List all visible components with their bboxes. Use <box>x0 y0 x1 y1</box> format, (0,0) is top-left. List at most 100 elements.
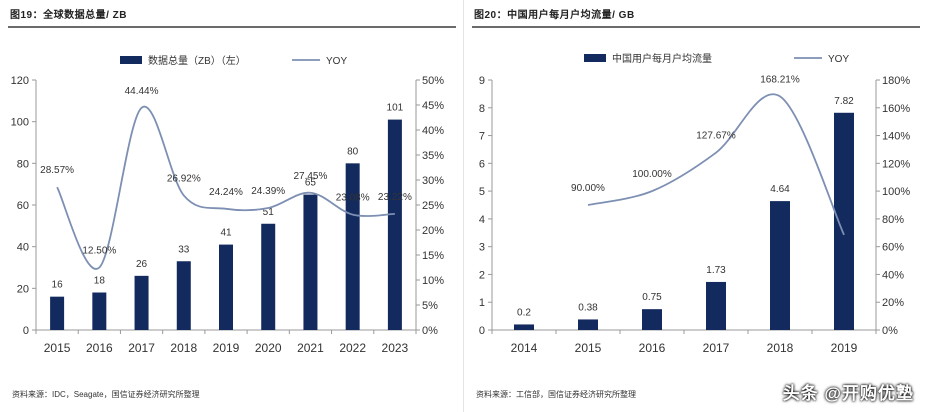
legend-bar-swatch <box>584 54 606 62</box>
bar-value-label: 16 <box>52 280 64 291</box>
yoy-value-label: 27.45% <box>293 171 327 182</box>
x-axis-tick-label: 2021 <box>297 341 324 355</box>
left-figure-title: 图19：全球数据总量/ ZB <box>10 10 128 21</box>
bar <box>303 194 318 330</box>
panel-divider <box>463 0 464 412</box>
left-axis-tick-label: 8 <box>479 103 485 115</box>
bar <box>92 292 107 330</box>
left-source-note: 资料来源：IDC，Seagate，国信证券经济研究所整理 <box>12 390 200 399</box>
x-axis-tick-label: 2019 <box>213 341 240 355</box>
bar <box>387 119 402 330</box>
left-axis-tick-label: 4 <box>479 214 485 226</box>
right-axis-tick-label: 100% <box>882 186 910 198</box>
left-axis-tick-label: 0 <box>23 325 29 337</box>
x-axis-tick-label: 2017 <box>128 341 155 355</box>
bar <box>134 275 149 330</box>
right-figure-title: 图20：中国用户每月户均流量/ GB <box>474 10 635 21</box>
bar-value-label: 0.38 <box>578 302 598 313</box>
right-axis-tick-label: 0% <box>882 325 898 337</box>
right-axis-tick-label: 50% <box>422 75 444 87</box>
yoy-value-label: 24.24% <box>209 187 243 198</box>
left-axis-tick-label: 3 <box>479 242 485 254</box>
bar-value-label: 7.82 <box>834 96 854 107</box>
left-axis-tick-label: 100 <box>11 117 29 129</box>
legend-bar-label: 数据总量（ZB）（左） <box>148 54 246 67</box>
legend-bar-label: 中国用户每月户均流量 <box>612 52 712 65</box>
x-axis-tick-label: 2023 <box>382 341 409 355</box>
bar-value-label: 80 <box>347 146 359 157</box>
right-axis-tick-label: 160% <box>882 103 910 115</box>
bar-value-label: 101 <box>387 103 404 114</box>
yoy-line <box>587 93 845 236</box>
x-axis-tick-label: 2020 <box>255 341 282 355</box>
left-axis-tick-label: 80 <box>17 158 29 170</box>
yoy-value-label: 23.08% <box>336 193 370 204</box>
legend-line-label: YOY <box>326 56 347 67</box>
bar-value-label: 26 <box>136 259 148 270</box>
bar-value-label: 0.75 <box>642 292 662 303</box>
bar <box>578 319 598 330</box>
right-source-note: 资料来源：工信部，国信证券经济研究所整理 <box>476 390 636 399</box>
bar <box>50 296 65 330</box>
bar-value-label: 1.73 <box>706 265 726 276</box>
legend-line-label: YOY <box>828 54 849 65</box>
yoy-value-label: 100.00% <box>632 169 672 180</box>
yoy-line <box>56 105 395 270</box>
right-axis-tick-label: 15% <box>422 250 444 262</box>
right-axis-tick-label: 30% <box>422 175 444 187</box>
bar <box>642 309 662 330</box>
yoy-value-label: 24.39% <box>251 186 285 197</box>
bar <box>345 163 360 330</box>
bar-value-label: 51 <box>263 207 275 218</box>
left-title-rule <box>8 26 456 28</box>
right-axis-tick-label: 40% <box>882 269 904 281</box>
x-axis-tick-label: 2018 <box>170 341 197 355</box>
left-axis-tick-label: 1 <box>479 297 485 309</box>
legend-bar-swatch <box>120 56 142 64</box>
x-axis-tick-label: 2016 <box>86 341 113 355</box>
yoy-value-label: 23.22% <box>378 192 412 203</box>
right-axis-tick-label: 45% <box>422 100 444 112</box>
x-axis-tick-label: 2018 <box>767 341 794 355</box>
right-axis-tick-label: 80% <box>882 214 904 226</box>
left-axis-tick-label: 120 <box>11 75 29 87</box>
yoy-value-label: 26.92% <box>167 173 201 184</box>
right-axis-tick-label: 180% <box>882 75 910 87</box>
left-axis-tick-label: 20 <box>17 283 29 295</box>
x-axis-tick-label: 2016 <box>639 341 666 355</box>
right-axis-tick-label: 5% <box>422 300 438 312</box>
bar <box>261 223 276 330</box>
left-axis-tick-label: 2 <box>479 269 485 281</box>
right-axis-tick-label: 60% <box>882 242 904 254</box>
bar <box>770 201 790 330</box>
x-axis-tick-label: 2014 <box>511 341 538 355</box>
left-axis-tick-label: 0 <box>479 325 485 337</box>
x-axis-tick-label: 2015 <box>575 341 602 355</box>
bar-value-label: 65 <box>305 178 317 189</box>
right-axis-tick-label: 25% <box>422 200 444 212</box>
bar-value-label: 0.2 <box>517 307 531 318</box>
right-chart: 0 1 2 3 4 5 6 7 8 9 0% 20% 40% 60% 80% 100% 120% 140% 160%… <box>479 52 910 355</box>
x-axis-tick-label: 2022 <box>339 341 366 355</box>
left-axis-tick-label: 9 <box>479 75 485 87</box>
bar <box>219 244 233 330</box>
x-axis-tick-label: 2019 <box>831 341 858 355</box>
bar <box>706 281 726 330</box>
left-chart: 0 20 40 60 80 100 120 0% 5% 10% 15% 20% 25% 30% 35% 40%… <box>11 54 445 355</box>
yoy-value-label: 168.21% <box>760 74 800 85</box>
x-axis-tick-label: 2015 <box>44 341 71 355</box>
yoy-value-label: 12.50% <box>82 246 116 257</box>
left-chart-panel: 图19：全球数据总量/ ZB 0 20 40 60 80 100 120 0% 5% 10% 15%… <box>8 10 456 399</box>
bar <box>834 112 854 331</box>
right-axis-tick-label: 120% <box>882 158 910 170</box>
bar-value-label: 18 <box>94 276 106 287</box>
yoy-value-label: 28.57% <box>40 165 74 176</box>
left-axis-tick-label: 40 <box>17 242 29 254</box>
right-axis-tick-label: 35% <box>422 150 444 162</box>
right-title-rule <box>472 26 920 28</box>
bar-value-label: 33 <box>178 244 190 255</box>
yoy-value-label: 127.67% <box>696 131 736 142</box>
right-axis-tick-label: 40% <box>422 125 444 137</box>
bar-value-label: 41 <box>220 228 232 239</box>
right-axis-tick-label: 10% <box>422 275 444 287</box>
